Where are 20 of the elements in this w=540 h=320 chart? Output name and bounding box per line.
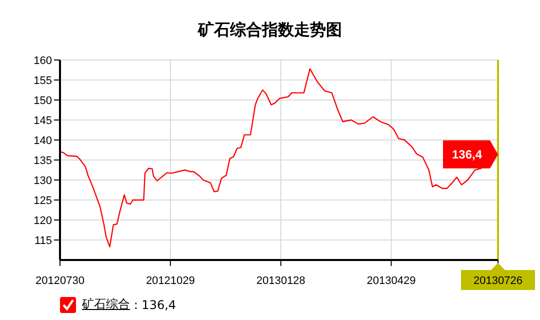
y-tick-label: 130 — [34, 174, 52, 187]
y-tick-label: 150 — [34, 94, 52, 107]
x-tick-label: 20130726 — [474, 275, 522, 287]
y-tick-label: 155 — [34, 74, 52, 87]
annotation: 136,4 — [452, 147, 482, 162]
y-tick-label: 145 — [34, 114, 52, 127]
x-tick-label: 20130128 — [256, 275, 306, 287]
legend-label: 矿石综合 — [82, 296, 130, 313]
chart-title: 矿石综合指数走势图 — [196, 20, 343, 41]
y-tick-label: 140 — [34, 134, 52, 147]
y-tick-label: 120 — [34, 214, 52, 227]
y-tick-label: 115 — [34, 234, 52, 247]
y-tick-label: 125 — [34, 194, 52, 207]
text: : 136,4 — [132, 298, 176, 312]
x-tick-label: 20130429 — [366, 275, 416, 287]
x-tick-label: 20121029 — [146, 275, 195, 287]
y-tick-label: 135 — [34, 154, 52, 167]
line-series — [60, 68, 498, 248]
x-tick-label: 20120730 — [36, 275, 84, 287]
y-tick-label: 160 — [34, 54, 52, 67]
